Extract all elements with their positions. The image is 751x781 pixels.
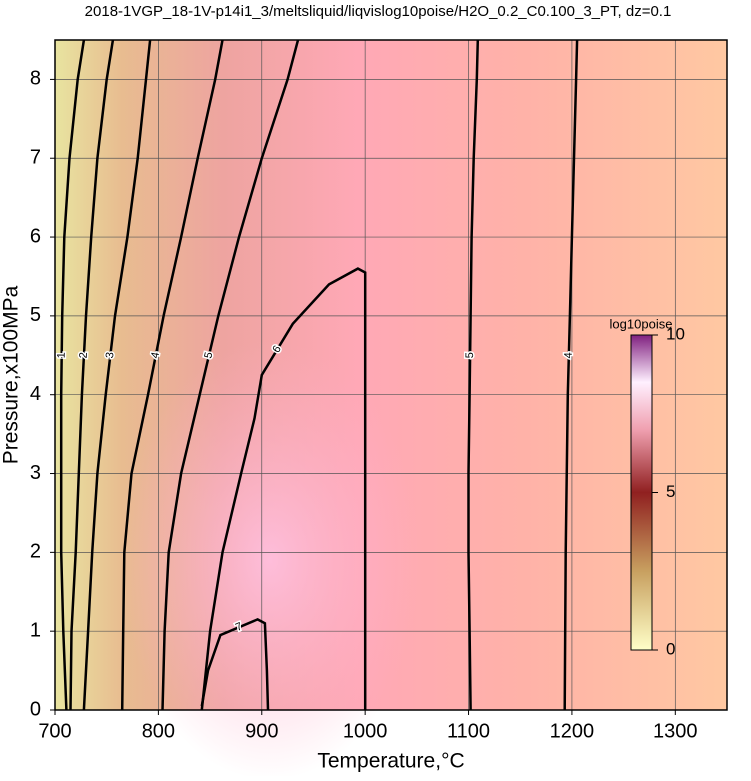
contour-label: 5 [464, 352, 476, 358]
contour-line [200, 267, 367, 710]
y-tick-label: 1 [30, 619, 41, 641]
plot-frame [54, 39, 728, 711]
x-axis-label: Temperature,°C [317, 750, 464, 773]
x-tick-label: 1000 [343, 720, 388, 742]
colorbar [630, 334, 653, 651]
x-tick-label: 1100 [447, 720, 490, 742]
contour-label: 4 [563, 352, 575, 358]
chart-title: 2018-1VGP_18-1V-p14i1_3/meltsliquid/liqv… [85, 3, 672, 20]
y-tick-label: 6 [30, 225, 41, 247]
y-tick-label: 4 [30, 383, 41, 405]
contour-label: 2 [78, 352, 90, 359]
contour-line [200, 618, 270, 710]
x-tick-label: 1200 [550, 720, 595, 742]
y-tick-label: 2 [30, 541, 41, 563]
x-tick-label: 900 [245, 720, 278, 742]
colorbar-tick-label: 5 [666, 482, 675, 501]
contour-line [59, 40, 86, 710]
x-tick-label: 700 [38, 720, 71, 742]
colorbar-tick-label: 0 [666, 639, 675, 658]
x-tick-label: 800 [142, 720, 175, 742]
contour-label: 4 [149, 351, 162, 359]
contour-line [82, 40, 152, 710]
contour-label: 3 [104, 352, 117, 359]
y-tick-label: 7 [30, 147, 41, 169]
contour-label: 1 [56, 352, 68, 358]
y-tick-label: 3 [30, 462, 41, 484]
contour-line [69, 40, 115, 710]
contour-line [563, 40, 579, 710]
y-axis-label: Pressure,x100MPa [0, 285, 23, 464]
y-tick-label: 8 [30, 68, 41, 90]
y-tick-label: 5 [30, 304, 41, 326]
contour-label: 5 [202, 351, 215, 360]
x-tick-label: 1300 [653, 720, 698, 742]
contour-line [120, 40, 224, 710]
colorbar-tick-label: 10 [666, 324, 685, 343]
contour-line [467, 40, 480, 710]
plot-shading [120, 340, 420, 780]
colorbar-label: log10poise [610, 316, 673, 331]
y-tick-label: 0 [30, 698, 41, 720]
contour-line [161, 40, 300, 710]
